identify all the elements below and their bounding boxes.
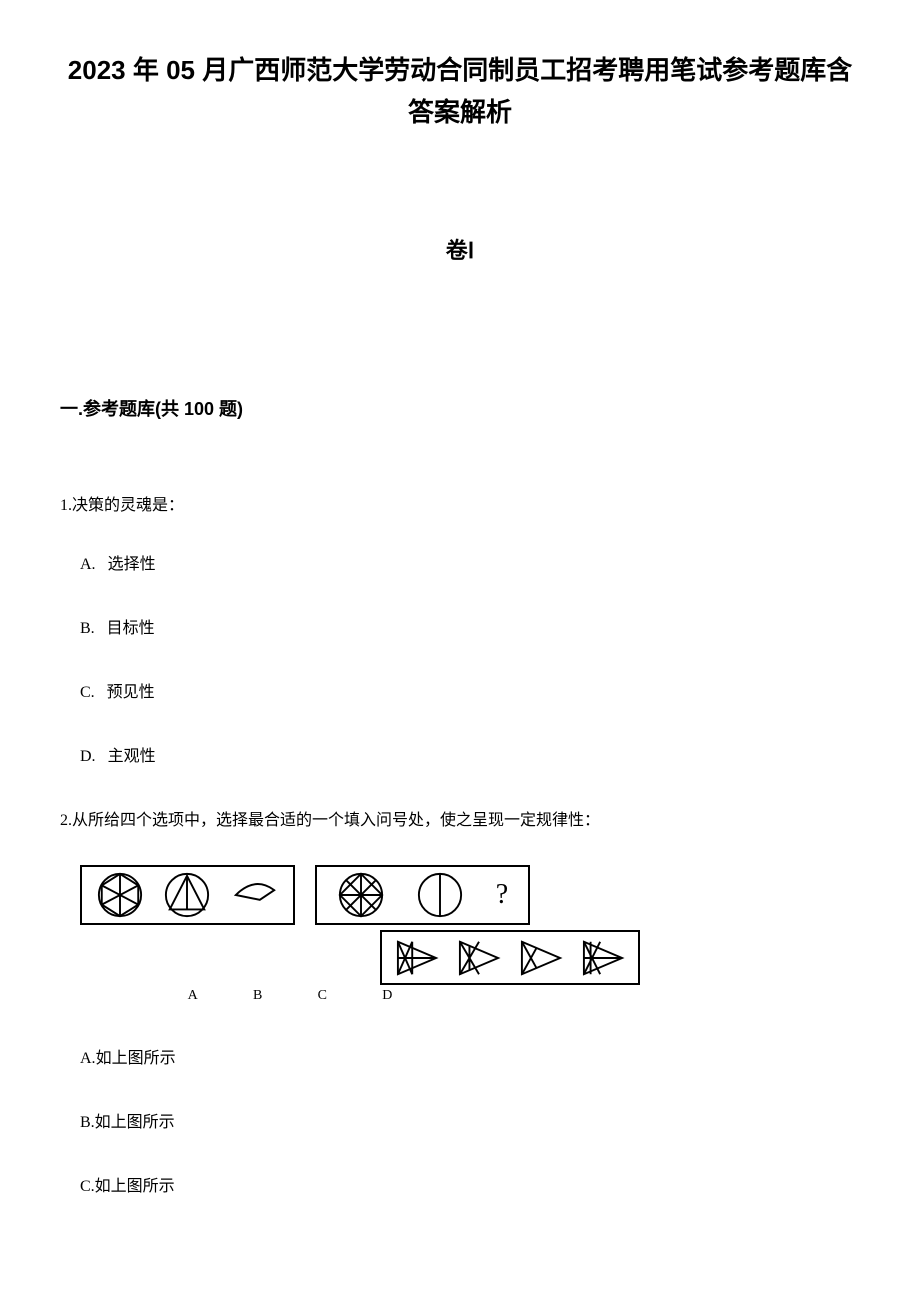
question-number: 1. <box>60 497 72 514</box>
question-stem: 从所给四个选项中，选择最合适的一个填入问号处，使之呈现一定规律性： <box>72 812 600 829</box>
option-letter: A. <box>80 1050 96 1067</box>
option-text: 选择性 <box>108 556 156 573</box>
shape-3 <box>231 871 279 919</box>
answer-shape-d <box>579 937 627 979</box>
option-letter: B. <box>80 1114 95 1131</box>
option-text: 目标性 <box>107 620 155 637</box>
shape-2 <box>163 871 211 919</box>
option-c: C.如上图所示 <box>80 1172 860 1196</box>
option-letter: D. <box>80 748 96 765</box>
question-2: 2.从所给四个选项中，选择最合适的一个填入问号处，使之呈现一定规律性： <box>60 806 860 1196</box>
option-a: A. 选择性 <box>80 550 860 574</box>
figure-labels: A B C D <box>160 988 420 1004</box>
question-mark-icon: ? <box>496 879 508 911</box>
figure-row-1: ? <box>80 865 860 925</box>
document-title: 2023 年 05 月广西师范大学劳动合同制员工招考聘用笔试参考题库含答案解析 <box>60 50 860 133</box>
option-b: B.如上图所示 <box>80 1108 860 1132</box>
option-text: 预见性 <box>107 684 155 701</box>
shape-1 <box>96 871 144 919</box>
figure-box-right: ? <box>315 865 530 925</box>
option-letter: C. <box>80 684 95 701</box>
answer-shape-a <box>393 937 441 979</box>
option-letter: C. <box>80 1178 95 1195</box>
shape-4 <box>337 871 385 919</box>
figure-box-answers <box>380 930 640 985</box>
question-2-text: 2.从所给四个选项中，选择最合适的一个填入问号处，使之呈现一定规律性： <box>60 806 860 830</box>
option-d: D. 主观性 <box>80 742 860 766</box>
question-stem: 决策的灵魂是： <box>72 497 184 514</box>
volume-label: 卷Ⅰ <box>60 233 860 265</box>
option-c: C. 预见性 <box>80 678 860 702</box>
figure-box-left <box>80 865 295 925</box>
option-text: 主观性 <box>108 748 156 765</box>
answer-shape-b <box>455 937 503 979</box>
option-text: 如上图所示 <box>95 1178 175 1195</box>
question-1: 1.决策的灵魂是： A. 选择性 B. 目标性 C. 预见性 D. 主观性 <box>60 491 860 766</box>
option-text: 如上图所示 <box>95 1114 175 1131</box>
option-letter: A. <box>80 556 96 573</box>
question-1-text: 1.决策的灵魂是： <box>60 491 860 515</box>
label-d: D <box>382 988 392 1004</box>
label-c: C <box>318 988 327 1004</box>
figure-answer-row <box>160 930 860 985</box>
section-header: 一.参考题库(共 100 题) <box>60 395 860 421</box>
figure-puzzle: ? <box>80 865 860 1004</box>
shape-5 <box>416 871 464 919</box>
option-text: 如上图所示 <box>96 1050 176 1067</box>
option-b: B. 目标性 <box>80 614 860 638</box>
option-a: A.如上图所示 <box>80 1044 860 1068</box>
question-number: 2. <box>60 812 72 829</box>
label-b: B <box>253 988 262 1004</box>
option-letter: B. <box>80 620 95 637</box>
label-a: A <box>188 988 198 1004</box>
answer-shape-c <box>517 937 565 979</box>
